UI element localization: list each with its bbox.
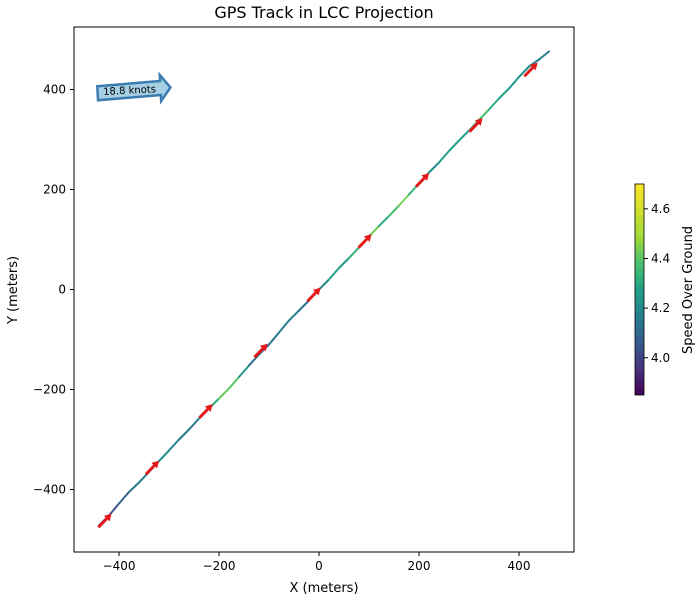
y-tick-label: −200: [33, 383, 66, 397]
direction-arrow: [468, 118, 483, 133]
track-segment: [538, 50, 550, 61]
track-segment: [328, 267, 340, 281]
track-segment: [228, 376, 240, 390]
speed-annotation: 18.8 knots: [95, 71, 173, 105]
track-segment: [108, 502, 120, 517]
track-segment: [488, 97, 500, 111]
track-segment: [478, 108, 490, 121]
direction-arrow: [144, 460, 160, 476]
colorbar-tick-label: 4.6: [651, 202, 670, 216]
track-segment: [508, 76, 520, 90]
chart-title: GPS Track in LCC Projection: [214, 3, 433, 22]
track-segment: [288, 309, 300, 322]
track-segment: [398, 193, 410, 207]
direction-arrow: [357, 234, 372, 249]
track-segment: [338, 257, 350, 269]
track-segment: [428, 161, 440, 174]
speed-annotation-label: 18.8 knots: [103, 84, 156, 98]
track-segment: [158, 449, 170, 462]
y-tick-label: 0: [58, 283, 66, 297]
x-tick-label: −400: [103, 559, 136, 573]
track-segment: [168, 438, 180, 452]
track-segment: [378, 215, 390, 227]
track-segment: [178, 428, 190, 441]
track-segment: [218, 387, 230, 400]
track-segment: [268, 331, 280, 346]
track-segment: [118, 491, 130, 505]
colorbar: 4.0 4.2 4.4 4.6: [634, 183, 670, 396]
direction-arrow: [523, 62, 538, 78]
track-segment: [388, 204, 400, 217]
track-segment: [518, 65, 530, 78]
colorbar-gradient: [634, 183, 645, 396]
colorbar-tick-label: 4.4: [651, 251, 670, 265]
direction-arrow: [253, 343, 268, 359]
track-segment: [348, 246, 360, 259]
y-tick-label: −400: [33, 483, 66, 497]
direction-arrow: [198, 404, 213, 419]
colorbar-label: Speed Over Ground: [681, 226, 696, 354]
y-tick-label: 400: [43, 83, 66, 97]
x-tick-label: 400: [508, 559, 531, 573]
track-segment: [128, 481, 140, 493]
x-axis-label: X (meters): [289, 581, 358, 596]
x-axis: −400 −200 0 200 400: [103, 552, 531, 573]
y-tick-label: 200: [43, 183, 66, 197]
speed-arrow-shape: [95, 71, 173, 105]
track-segment: [438, 150, 450, 164]
x-tick-label: 200: [408, 559, 431, 573]
x-tick-label: 0: [315, 559, 323, 573]
track-segment: [318, 278, 330, 291]
track-segment: [448, 139, 460, 152]
track-segment: [298, 299, 310, 312]
colorbar-tick-label: 4.0: [651, 351, 670, 365]
direction-arrow: [414, 173, 430, 188]
track-segment: [188, 417, 200, 431]
y-axis: −400 −200 0 200 400: [33, 83, 74, 497]
colorbar-tick-label: 4.2: [651, 301, 670, 315]
track-segment: [278, 319, 290, 334]
direction-arrow: [306, 287, 321, 303]
y-axis-label: Y (meters): [6, 256, 21, 325]
track-segment: [498, 87, 510, 100]
track-segment: [458, 129, 470, 142]
x-tick-label: −200: [203, 559, 236, 573]
track-segment: [238, 364, 250, 378]
direction-arrow: [97, 513, 112, 529]
direction-arrows: [97, 62, 538, 529]
